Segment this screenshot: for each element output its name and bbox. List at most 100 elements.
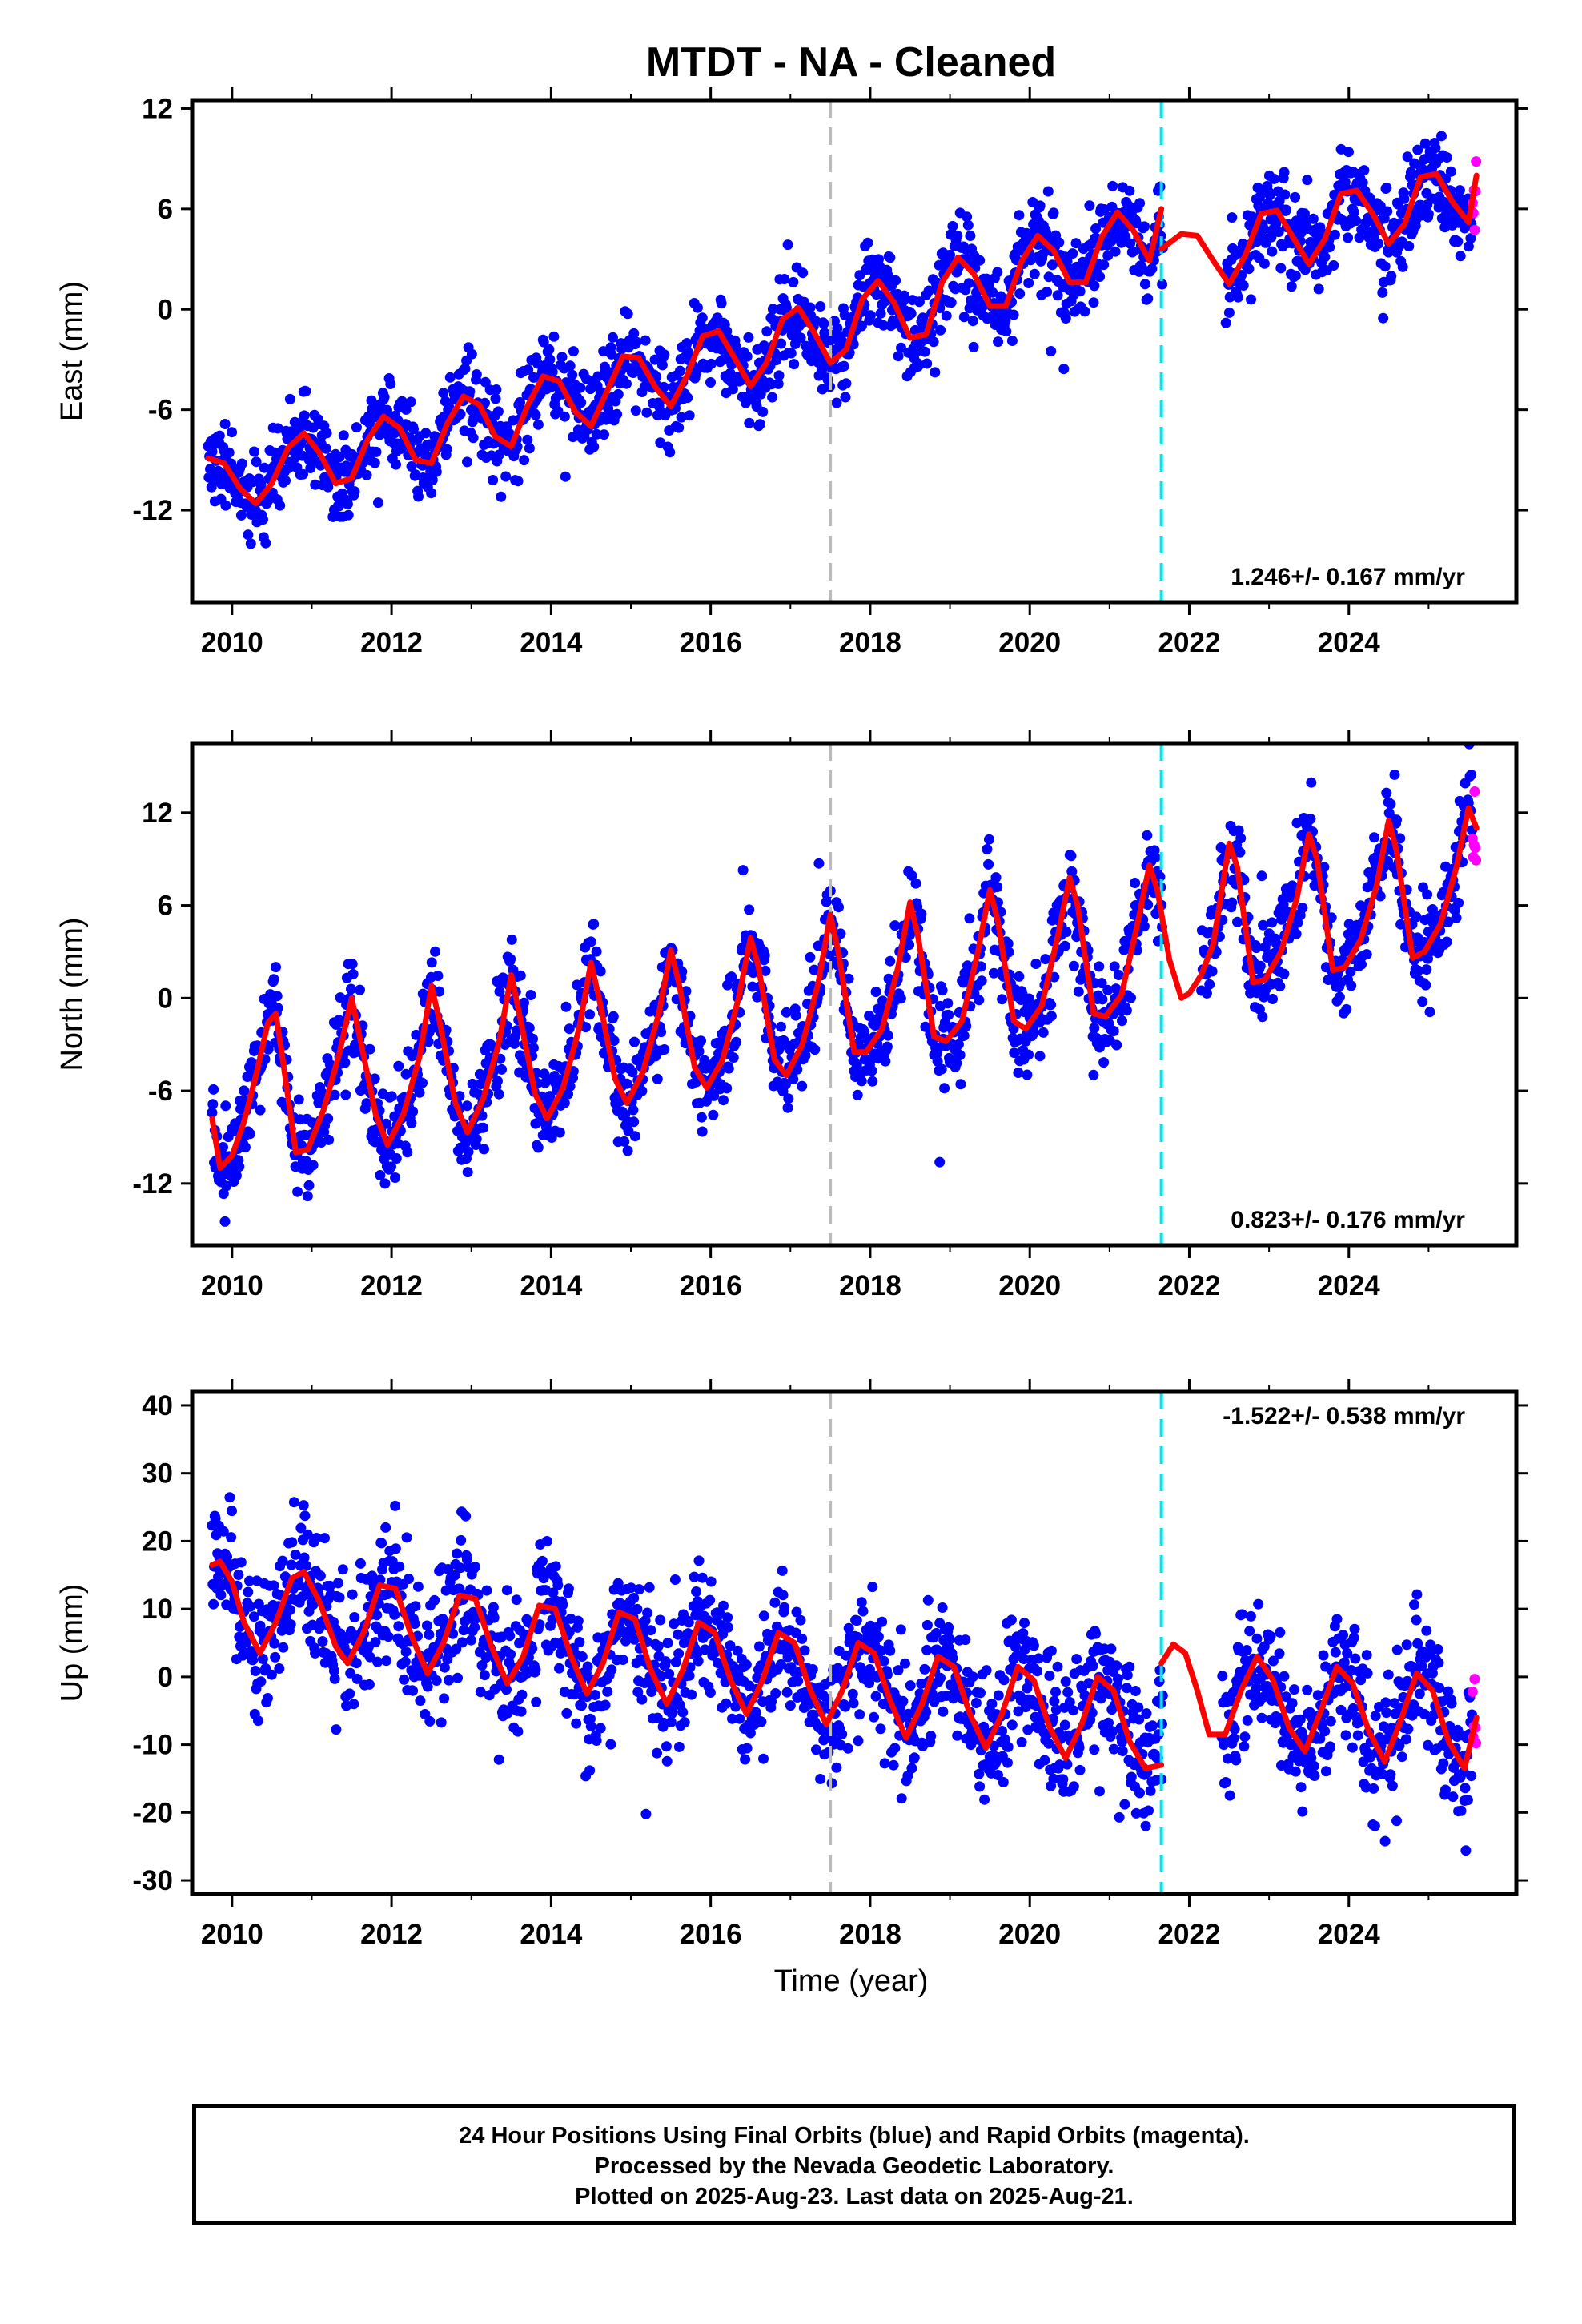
data-point	[1334, 991, 1345, 1003]
data-point	[1235, 833, 1247, 844]
data-point	[426, 488, 437, 499]
data-point	[652, 1747, 662, 1759]
data-point	[718, 1095, 729, 1106]
data-point	[488, 1602, 499, 1613]
up-y-tick-label: 40	[142, 1390, 173, 1421]
data-point	[743, 332, 754, 343]
data-point	[1207, 966, 1218, 977]
data-point	[231, 1170, 242, 1181]
data-point	[1397, 261, 1408, 272]
data-point	[1391, 814, 1402, 826]
data-point	[1268, 173, 1279, 184]
data-point	[776, 338, 787, 349]
data-point	[815, 1774, 826, 1784]
data-point	[1412, 144, 1423, 155]
data-point	[1273, 227, 1284, 238]
data-point	[224, 1492, 235, 1503]
data-point	[943, 1009, 954, 1020]
data-point	[568, 346, 579, 357]
data-point	[262, 1693, 273, 1703]
data-point	[466, 348, 477, 360]
data-point	[278, 1642, 289, 1653]
data-point	[1089, 1023, 1100, 1034]
data-point	[584, 1765, 596, 1776]
data-point	[574, 1637, 585, 1647]
data-point	[1422, 889, 1433, 900]
north-y-tick-label: -6	[148, 1076, 173, 1107]
data-point	[1028, 1027, 1039, 1039]
data-point	[807, 1664, 818, 1675]
data-point	[916, 908, 927, 919]
data-point	[361, 1098, 372, 1109]
data-point	[945, 249, 955, 260]
data-point	[631, 336, 642, 348]
data-point	[967, 1671, 978, 1683]
data-point	[831, 1762, 842, 1773]
data-point	[538, 336, 549, 348]
data-point	[716, 298, 727, 309]
data-point	[458, 1625, 469, 1636]
data-point	[271, 962, 281, 973]
data-point	[760, 965, 771, 976]
data-point	[272, 423, 283, 434]
data-point	[347, 959, 358, 970]
data-point	[233, 1570, 244, 1580]
data-point	[923, 285, 934, 296]
data-point	[390, 1172, 401, 1183]
data-point	[349, 1612, 360, 1622]
data-point	[1079, 306, 1090, 317]
data-point	[1319, 862, 1330, 873]
data-point	[584, 1009, 596, 1020]
data-point	[1096, 978, 1107, 989]
data-point	[599, 429, 609, 440]
data-point	[284, 393, 295, 404]
data-point	[443, 1564, 454, 1574]
data-point	[369, 457, 380, 468]
data-point	[875, 308, 886, 319]
data-point	[333, 501, 344, 512]
data-point	[469, 1622, 480, 1633]
data-point	[580, 1022, 592, 1033]
data-point	[896, 1793, 907, 1804]
data-point	[665, 447, 676, 458]
up-x-tick-label: 2014	[520, 1919, 582, 1950]
data-point	[591, 1735, 602, 1746]
data-point	[571, 1718, 582, 1729]
east-plot-frame	[190, 98, 1519, 605]
data-point	[705, 1576, 717, 1587]
data-point	[512, 1726, 524, 1737]
data-point	[1436, 131, 1447, 142]
data-point	[339, 1057, 351, 1068]
data-point	[721, 1083, 733, 1094]
data-point	[612, 388, 624, 400]
data-point	[782, 1102, 793, 1113]
data-point	[563, 1583, 574, 1594]
data-point	[644, 1582, 655, 1593]
data-point	[975, 1687, 986, 1699]
data-point	[1385, 798, 1396, 810]
data-point	[705, 358, 717, 369]
data-point	[1034, 1051, 1046, 1062]
data-point	[311, 1533, 322, 1543]
data-point	[993, 1690, 1004, 1701]
data-point	[885, 955, 896, 967]
data-point	[790, 1010, 801, 1021]
data-point	[481, 1585, 492, 1596]
data-point	[263, 1043, 274, 1055]
data-point	[324, 1580, 335, 1591]
data-point	[693, 1655, 704, 1667]
data-point	[622, 1145, 633, 1156]
data-point	[1411, 911, 1422, 923]
data-point	[856, 320, 867, 332]
data-point	[561, 1707, 572, 1719]
data-point	[351, 422, 362, 433]
data-point	[591, 946, 602, 957]
data-point	[393, 1621, 404, 1632]
data-point	[576, 1700, 587, 1711]
data-point	[838, 360, 849, 372]
data-point	[1373, 238, 1384, 249]
data-point	[505, 954, 516, 964]
data-point	[572, 1615, 584, 1626]
up-x-tick-label: 2012	[360, 1919, 423, 1950]
data-point	[288, 1497, 299, 1508]
